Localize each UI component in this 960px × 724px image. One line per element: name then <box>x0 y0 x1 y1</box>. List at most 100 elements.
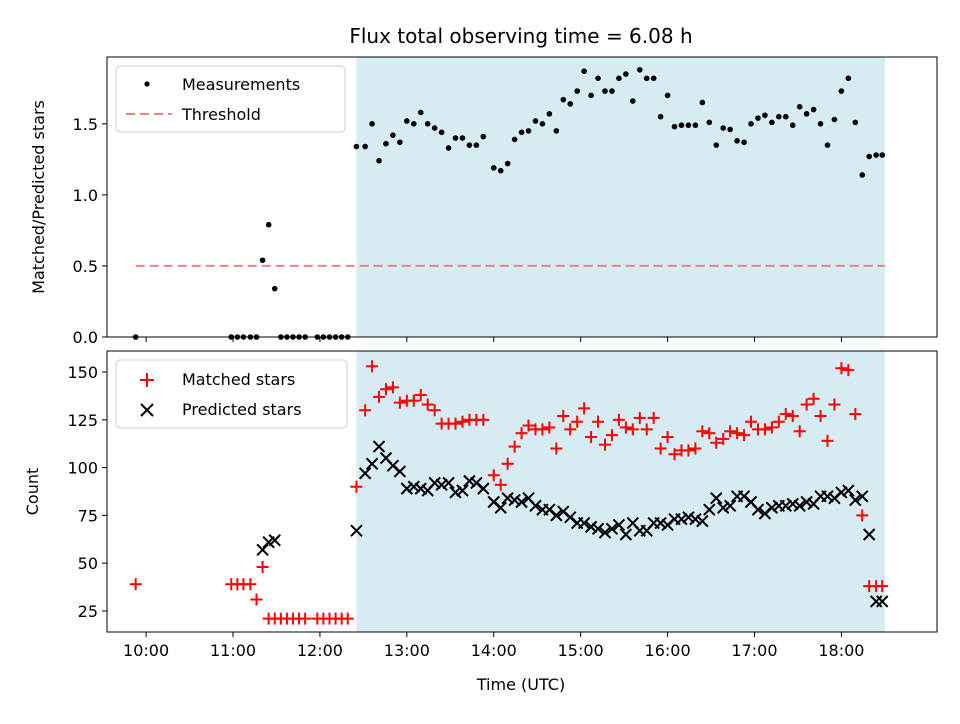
matched-star-point <box>800 398 813 411</box>
measurement-point <box>803 111 810 117</box>
measurement-point <box>776 113 782 120</box>
y-tick-label: 0.5 <box>73 257 98 276</box>
legend-top: Measurements Threshold <box>115 65 346 133</box>
predicted-star-point <box>612 518 626 532</box>
predicted-star-point <box>428 476 441 490</box>
predicted-star-point <box>550 509 563 522</box>
predicted-star-point <box>696 514 709 528</box>
matched-star-point <box>835 362 848 375</box>
measurement-point <box>727 126 733 133</box>
matched-star-point <box>250 593 263 606</box>
predicted-star-point <box>779 499 792 513</box>
matched-star-point <box>536 423 549 436</box>
matched-star-point <box>876 580 889 593</box>
matched-star-point <box>585 431 598 444</box>
measurement-point <box>397 139 403 146</box>
predicted-star-point <box>786 497 799 511</box>
measurement-point <box>369 121 375 127</box>
shaded-observing-span-bottom <box>356 351 885 632</box>
measurement-point <box>532 118 539 124</box>
matched-star-point <box>515 427 528 440</box>
matched-star-point <box>738 429 751 442</box>
measurement-point <box>353 143 360 150</box>
matched-star-point <box>522 419 535 432</box>
predicted-star-point <box>407 480 421 493</box>
measurement-point <box>473 142 480 148</box>
legend-label-threshold: Threshold <box>181 105 261 124</box>
matched-star-point <box>793 425 806 438</box>
matched-star-point <box>557 409 570 422</box>
y-tick-label: 0.0 <box>73 328 98 347</box>
matched-star-point <box>359 404 372 417</box>
x-ticks-bottom: 10:00 11:00 12:00 13:00 14:00 15:00 16:00 17:00… <box>123 632 864 660</box>
measurement-point <box>383 140 389 147</box>
predicted-star-point <box>842 484 855 497</box>
matched-star-point <box>731 427 744 440</box>
measurement-point <box>497 167 504 174</box>
predicted-star-point <box>529 499 542 513</box>
predicted-star-point <box>703 503 716 516</box>
matched-star-point <box>682 444 695 457</box>
measurement-point <box>643 75 650 82</box>
y-tick-label: 75 <box>78 506 98 525</box>
measurement-point <box>678 122 685 129</box>
matched-star-point <box>724 425 737 438</box>
matched-star-point <box>626 423 639 436</box>
y-axis-label-bottom: Count <box>23 468 42 516</box>
y-tick-label: 1.5 <box>73 115 98 134</box>
axes-frame-bottom <box>106 350 938 633</box>
predicted-star-point <box>793 499 806 513</box>
matched-star-point <box>456 415 469 428</box>
measurement-point <box>796 103 803 110</box>
measurement-point <box>630 98 636 104</box>
matched-star-point <box>428 404 441 417</box>
chart-title: Flux total observing time = 6.08 h <box>349 24 692 48</box>
measurement-point <box>810 106 817 113</box>
matched-star-point <box>605 429 618 442</box>
measurement-point <box>376 157 382 164</box>
measurement-point <box>838 88 845 94</box>
predicted-star-point <box>577 516 591 530</box>
measurement-point <box>490 165 497 171</box>
measurement-point <box>706 119 713 126</box>
measurement-point <box>789 122 796 129</box>
predicted-star-point <box>584 520 598 534</box>
matched-star-point <box>244 578 257 591</box>
matched-star-point <box>612 413 625 426</box>
measurement-point <box>445 145 452 151</box>
predicted-star-point <box>256 543 269 557</box>
measurement-point <box>560 96 567 103</box>
legend-dot-icon <box>144 81 150 87</box>
x-tick-label: 13:00 <box>384 641 430 660</box>
measurement-point <box>762 112 768 119</box>
matched-star-point <box>421 398 434 411</box>
measurement-point <box>852 119 859 126</box>
matched-star-point <box>299 612 312 625</box>
measurement-point <box>518 129 525 136</box>
matched-star-point <box>779 408 792 421</box>
measurement-point <box>265 221 272 228</box>
matched-star-point <box>578 402 591 415</box>
predicted-star-point <box>835 486 848 499</box>
measurement-point <box>879 152 886 158</box>
predicted-star-point <box>591 522 605 535</box>
matched-star-point <box>786 409 799 422</box>
measurement-point <box>417 109 424 116</box>
y-ticks-bottom: 25 50 75 100 125 150 <box>67 363 107 621</box>
predicted-star-point <box>654 516 667 530</box>
measurement-point <box>859 172 866 178</box>
predicted-star-point <box>821 490 834 503</box>
matched-star-point <box>599 438 611 451</box>
matched-star-point <box>717 432 730 445</box>
predicted-star-point <box>765 501 779 514</box>
measurement-point <box>259 257 266 264</box>
matched-star-point <box>710 436 723 449</box>
measurement-point <box>755 115 761 121</box>
measurement-point <box>581 68 587 75</box>
measurement-point <box>466 142 473 148</box>
matched-star-point <box>856 509 869 522</box>
measurement-point <box>567 101 574 107</box>
y-tick-label: 150 <box>67 363 98 382</box>
measurement-point <box>873 152 879 158</box>
measurement-point <box>362 143 368 150</box>
